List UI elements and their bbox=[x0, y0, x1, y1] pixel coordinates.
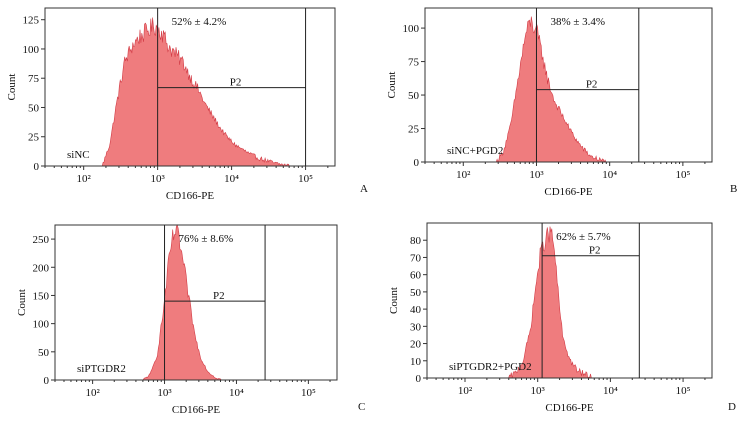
x-tick-label: 10² bbox=[85, 387, 100, 399]
y-tick-label: 75 bbox=[28, 73, 40, 85]
panel-letter: A bbox=[360, 183, 368, 195]
histogram-panel-b: P2 38% ± 3.4% siNC+PGD2 0 25 50 75 100 10² 10³ 10⁴… bbox=[386, 7, 737, 198]
y-tick-label: 100 bbox=[403, 23, 420, 35]
y-tick-label: 0 bbox=[34, 161, 40, 173]
panel-letter: C bbox=[358, 401, 365, 413]
x-tick-label: 10³ bbox=[529, 169, 544, 181]
histogram-area bbox=[101, 17, 291, 167]
panel-letter: B bbox=[730, 183, 737, 195]
x-tick-label: 10⁴ bbox=[224, 173, 239, 185]
plot-frame bbox=[54, 224, 338, 381]
x-tick-label: 10⁴ bbox=[603, 385, 618, 397]
x-tick-label: 10³ bbox=[531, 385, 546, 397]
sample-label: siNC+PGD2 bbox=[447, 145, 503, 157]
x-tick-label: 10⁵ bbox=[676, 385, 691, 397]
plot-frame bbox=[44, 7, 336, 167]
histogram-panel-d: P2 62% ± 5.7% siPTGDR2+PGD2 0 10 20 30 40 50 60 70… bbox=[388, 222, 736, 414]
panel-letter: D bbox=[728, 401, 736, 413]
histogram-area bbox=[142, 224, 223, 381]
x-tick-label: 10⁵ bbox=[675, 169, 690, 181]
gate-label: P2 bbox=[213, 290, 225, 302]
histogram-panel-c: P2 76% ± 8.6% siPTGDR2 0 50 100 150 200 250 10² 10… bbox=[16, 224, 365, 416]
x-tick-label: 10³ bbox=[157, 387, 172, 399]
y-tick-label: 100 bbox=[23, 44, 40, 56]
x-axis-label: CD166-PE bbox=[545, 402, 594, 414]
y-tick-label: 0 bbox=[414, 157, 420, 169]
sample-label: siNC bbox=[67, 149, 90, 161]
y-tick-label: 50 bbox=[410, 287, 422, 299]
x-tick-label: 10² bbox=[456, 169, 471, 181]
plot-frame bbox=[424, 7, 713, 163]
x-tick-label: 10² bbox=[77, 173, 92, 185]
y-axis-label: Count bbox=[16, 289, 28, 316]
y-axis-label: Count bbox=[388, 287, 400, 314]
histogram-area bbox=[495, 16, 607, 163]
y-tick-label: 40 bbox=[410, 304, 422, 316]
percentage-annotation: 38% ± 3.4% bbox=[550, 16, 605, 28]
x-tick-label: 10³ bbox=[150, 173, 165, 185]
x-axis-label: CD166-PE bbox=[166, 190, 215, 202]
y-tick-label: 200 bbox=[33, 262, 50, 274]
y-tick-label: 50 bbox=[38, 347, 50, 359]
x-tick-label: 10⁵ bbox=[298, 173, 313, 185]
x-tick-label: 10⁴ bbox=[229, 387, 244, 399]
gate-label: P2 bbox=[586, 79, 598, 91]
y-tick-label: 20 bbox=[410, 339, 422, 351]
sample-label: siPTGDR2 bbox=[77, 363, 126, 375]
y-tick-label: 0 bbox=[44, 375, 50, 387]
y-tick-label: 80 bbox=[410, 235, 422, 247]
y-tick-label: 70 bbox=[410, 252, 422, 264]
y-tick-label: 25 bbox=[28, 132, 40, 144]
y-tick-label: 60 bbox=[410, 270, 422, 282]
x-tick-label: 10⁴ bbox=[602, 169, 617, 181]
y-tick-label: 100 bbox=[33, 319, 50, 331]
percentage-annotation: 76% ± 8.6% bbox=[179, 233, 234, 245]
y-axis-label: Count bbox=[386, 72, 398, 99]
sample-label: siPTGDR2+PGD2 bbox=[449, 361, 532, 373]
x-tick-label: 10² bbox=[458, 385, 473, 397]
percentage-annotation: 52% ± 4.2% bbox=[172, 16, 227, 28]
x-axis-label: CD166-PE bbox=[172, 404, 221, 416]
x-tick-label: 10⁵ bbox=[301, 387, 316, 399]
plot-frame bbox=[426, 222, 713, 379]
gate-label: P2 bbox=[589, 245, 601, 257]
y-tick-label: 10 bbox=[410, 356, 422, 368]
y-tick-label: 125 bbox=[23, 15, 40, 27]
x-axis-label: CD166-PE bbox=[544, 186, 593, 198]
histogram-panel-a: P2 52% ± 4.2% siNC 0 25 50 75 100 125 10² 10³ 10⁴ 10… bbox=[6, 7, 368, 202]
y-tick-label: 50 bbox=[408, 90, 420, 102]
percentage-annotation: 62% ± 5.7% bbox=[556, 231, 611, 243]
y-tick-label: 30 bbox=[410, 321, 422, 333]
gate-label: P2 bbox=[230, 77, 242, 89]
y-tick-label: 75 bbox=[408, 57, 420, 69]
y-tick-label: 50 bbox=[28, 102, 40, 114]
y-tick-label: 150 bbox=[33, 290, 50, 302]
y-tick-label: 0 bbox=[416, 373, 422, 385]
y-tick-label: 25 bbox=[408, 124, 420, 136]
y-axis-label: Count bbox=[6, 74, 18, 101]
histogram-area bbox=[508, 226, 593, 379]
y-tick-label: 250 bbox=[33, 234, 50, 246]
